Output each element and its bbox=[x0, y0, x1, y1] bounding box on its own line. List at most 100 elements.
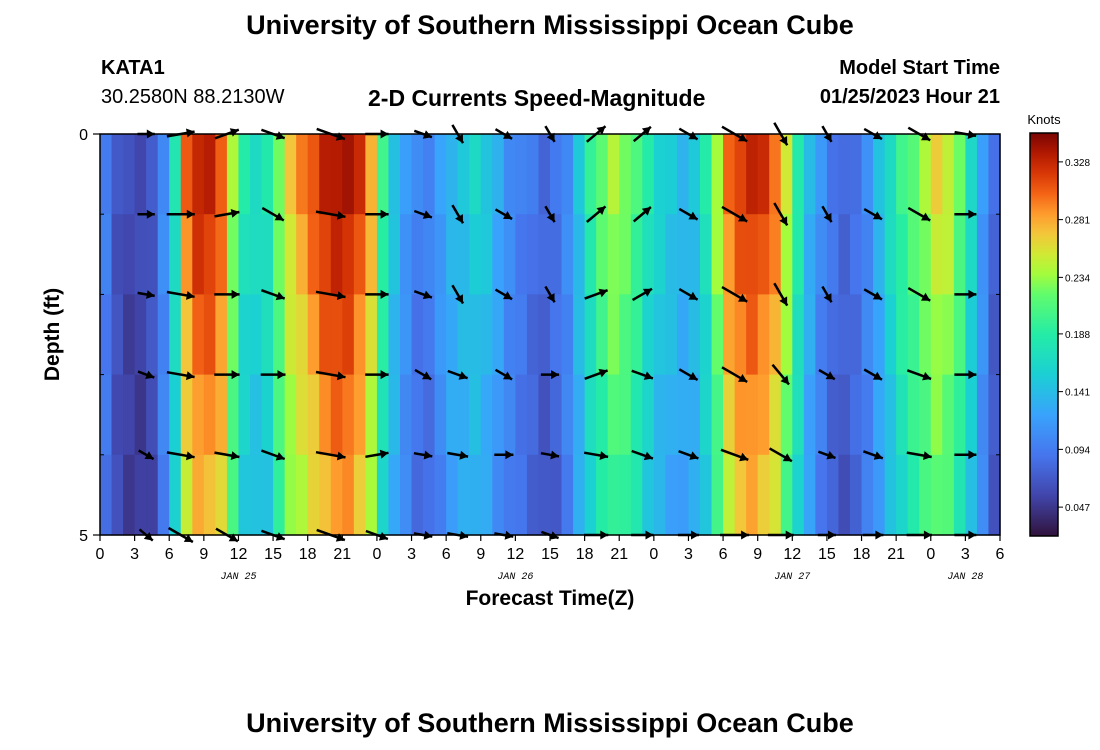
heatmap-cell bbox=[215, 374, 228, 456]
vector-head bbox=[183, 534, 193, 542]
vector-head bbox=[186, 209, 195, 219]
vector-head bbox=[546, 212, 555, 223]
vector-head bbox=[378, 532, 388, 541]
heatmap-cell bbox=[503, 454, 516, 536]
vector-head bbox=[738, 213, 748, 222]
vector-head bbox=[546, 132, 555, 142]
heatmap-cell bbox=[953, 134, 966, 215]
x-tick-label: 9 bbox=[476, 546, 485, 563]
heatmap-cell bbox=[180, 214, 193, 295]
heatmap-cell bbox=[296, 214, 309, 295]
y-tick-label: 5 bbox=[79, 528, 88, 545]
heatmap-cell bbox=[400, 294, 413, 376]
heatmap-cell bbox=[353, 214, 366, 295]
heatmap-cell bbox=[250, 294, 263, 376]
vector-head bbox=[688, 131, 698, 140]
heatmap-cell bbox=[550, 294, 563, 376]
heatmap-cell bbox=[942, 214, 955, 295]
current-vector bbox=[166, 370, 195, 381]
current-vector bbox=[260, 449, 286, 461]
colorbar-tick-label: 0.094 bbox=[1065, 445, 1090, 456]
heatmap-cell bbox=[838, 454, 851, 536]
heatmap-cell bbox=[538, 374, 551, 456]
colorbar bbox=[1029, 132, 1059, 537]
heatmap-cell bbox=[665, 134, 678, 215]
heatmap-cell bbox=[100, 454, 113, 536]
heatmap-cell bbox=[653, 294, 666, 376]
heatmap-cell bbox=[342, 214, 355, 295]
heatmap-cell bbox=[319, 214, 332, 295]
heatmap-cell bbox=[388, 374, 401, 456]
heatmap-cell bbox=[942, 134, 955, 215]
chart-subtitle: 2-D Currents Speed-Magnitude bbox=[368, 85, 706, 111]
footer-title: University of Southern Mississippi Ocean… bbox=[246, 708, 854, 738]
vector-head bbox=[336, 211, 346, 220]
heatmap-cell bbox=[203, 134, 216, 215]
heatmap-cell bbox=[226, 214, 240, 295]
x-tick-label: 0 bbox=[649, 546, 658, 563]
heatmap-cell bbox=[780, 374, 793, 456]
heatmap-cell bbox=[780, 294, 793, 376]
heatmap-cell bbox=[596, 134, 609, 215]
heatmap-cell bbox=[261, 294, 274, 376]
heatmap-cell bbox=[526, 454, 540, 536]
heatmap-cell bbox=[642, 134, 655, 215]
heatmap-cell bbox=[630, 454, 643, 536]
heatmap-cell bbox=[780, 134, 793, 215]
heatmap-cell bbox=[988, 294, 1001, 376]
heatmap-cell bbox=[376, 134, 390, 215]
heatmap-cell bbox=[319, 374, 332, 456]
current-vector bbox=[632, 206, 652, 223]
heatmap-cell bbox=[376, 374, 390, 456]
x-tick-label: 15 bbox=[818, 546, 836, 563]
heatmap-cell bbox=[457, 134, 470, 215]
heatmap-cell bbox=[250, 214, 263, 295]
x-tick-label: 18 bbox=[299, 546, 317, 563]
heatmap-cell bbox=[769, 214, 782, 295]
vector-head bbox=[186, 128, 195, 138]
current-vector bbox=[954, 289, 977, 299]
heatmap-cell bbox=[469, 374, 482, 456]
heatmap-cell bbox=[861, 294, 874, 376]
x-tick-label: 6 bbox=[719, 546, 728, 563]
heatmap-cell bbox=[365, 134, 378, 215]
heatmap-cell bbox=[503, 134, 516, 215]
heatmap-cell bbox=[607, 374, 620, 456]
heatmap-cell bbox=[330, 454, 343, 536]
heatmap-cell bbox=[688, 374, 701, 456]
current-vector bbox=[862, 450, 884, 460]
vector-head bbox=[780, 375, 789, 385]
heatmap-cell bbox=[873, 134, 886, 215]
heatmap-cell bbox=[538, 214, 551, 295]
x-tick-label: 3 bbox=[961, 546, 970, 563]
vector-head bbox=[921, 212, 931, 221]
colorbar-tick-label: 0.141 bbox=[1065, 388, 1090, 399]
current-vector bbox=[413, 290, 433, 300]
heatmap-cell bbox=[492, 294, 505, 376]
current-vector bbox=[544, 285, 556, 303]
x-tick-label: 3 bbox=[684, 546, 693, 563]
current-vector bbox=[631, 449, 654, 461]
vector-head bbox=[641, 126, 651, 136]
heatmap-cell bbox=[746, 454, 759, 536]
heatmap-cell bbox=[884, 134, 897, 215]
vector-head bbox=[146, 290, 155, 299]
vector-head bbox=[688, 291, 698, 300]
heatmap-cell bbox=[134, 134, 147, 215]
heatmap-cell bbox=[815, 454, 828, 536]
current-vector bbox=[137, 290, 155, 299]
heatmap-cell bbox=[815, 134, 828, 215]
heatmap-cell bbox=[146, 374, 159, 456]
heatmap-cell bbox=[169, 134, 182, 215]
vector-head bbox=[503, 130, 513, 139]
x-tick-label: 15 bbox=[541, 546, 559, 563]
heatmap-cell bbox=[469, 134, 482, 215]
current-vector bbox=[494, 288, 513, 301]
x-tick-label: 12 bbox=[230, 546, 248, 563]
heatmap-cell bbox=[434, 214, 447, 295]
heatmap-cell bbox=[573, 454, 586, 536]
vector-head bbox=[503, 371, 513, 380]
axes: 0 3 6 9 12 15 18 21 0 3 6 9 12 15 18 21 0 3 6 9 12 15 18 21 0 3 6 J… bbox=[79, 127, 1004, 583]
heatmap-cell bbox=[734, 374, 747, 456]
heatmap-cell bbox=[573, 134, 586, 215]
